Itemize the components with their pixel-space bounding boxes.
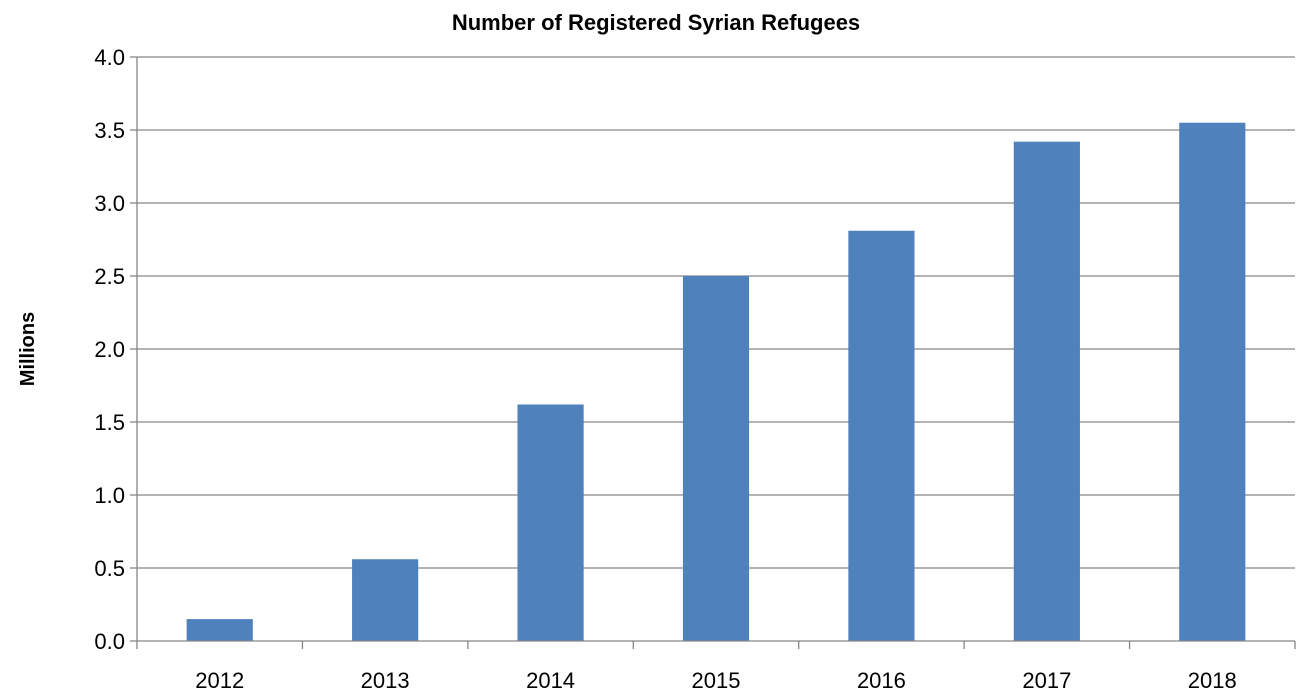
x-tick-label: 2018 — [1188, 668, 1237, 693]
y-axis-label: Millions — [17, 312, 39, 386]
bar-2016 — [848, 230, 915, 642]
bar-2015 — [682, 276, 750, 641]
x-tick-label: 2017 — [1022, 668, 1071, 693]
y-tick-label: 2.0 — [94, 337, 125, 362]
y-tick-label: 3.0 — [94, 191, 125, 216]
y-tick-labels: 0.0 0.5 1.0 1.5 2.0 2.5 3.0 3.5 4.0 — [94, 45, 125, 654]
bar-2017 — [1013, 141, 1080, 641]
x-tick-label: 2015 — [692, 668, 741, 693]
bar-2018 — [1179, 122, 1246, 641]
chart-title: Number of Registered Syrian Refugees — [452, 10, 860, 35]
y-tick-label: 4.0 — [94, 45, 125, 70]
y-tick-label: 3.5 — [94, 118, 125, 143]
y-tick-label: 0.5 — [94, 556, 125, 581]
y-tick-label: 1.5 — [94, 410, 125, 435]
bar-2014 — [517, 404, 584, 641]
y-tick-label: 0.0 — [94, 629, 125, 654]
y-tick-label: 1.0 — [94, 483, 125, 508]
axes — [130, 56, 1296, 649]
bar-2013 — [352, 559, 419, 641]
bars — [186, 122, 1246, 642]
x-tick-label: 2012 — [195, 668, 244, 693]
y-tick-label: 2.5 — [94, 264, 125, 289]
bar-2012 — [186, 619, 253, 641]
x-tick-label: 2016 — [857, 668, 906, 693]
x-tick-labels: 2012 2013 2014 2015 2016 2017 2018 — [195, 668, 1237, 693]
x-tick-label: 2013 — [361, 668, 410, 693]
x-tick-label: 2014 — [526, 668, 575, 693]
